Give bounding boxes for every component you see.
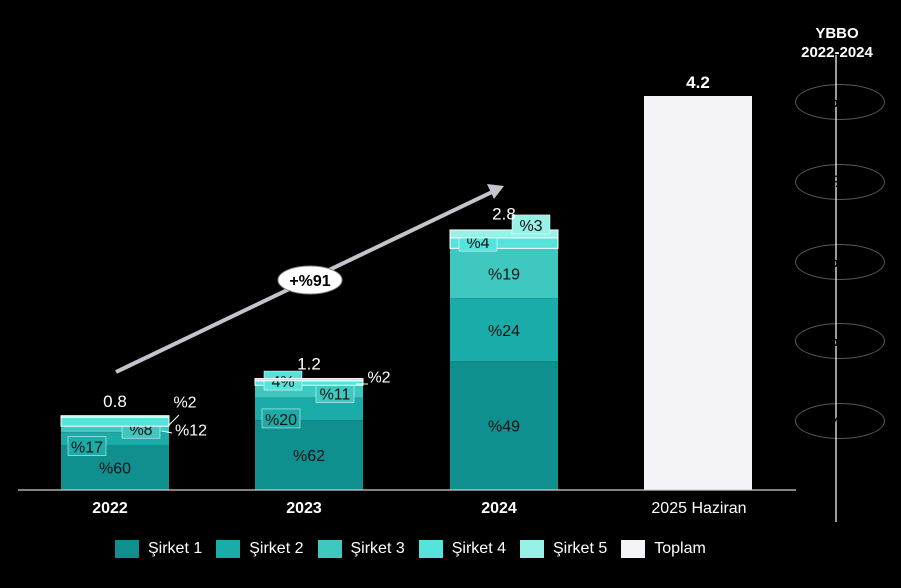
segment-label: %49 (488, 419, 520, 436)
bar-segment (450, 298, 558, 362)
legend-label: Şirket 1 (148, 540, 203, 557)
legend-swatch (418, 540, 443, 558)
segment-label: %4 (466, 235, 489, 252)
legend-label: Şirket 5 (553, 540, 608, 557)
legend-item-company-5: Şirket 5 (520, 540, 607, 558)
legend-swatch (621, 540, 646, 558)
total-label: 2.8 (492, 204, 516, 223)
bar-segment (60, 416, 170, 427)
segment-label-box (511, 214, 551, 235)
label-leader-line (167, 414, 180, 427)
chart-legend: Şirket 1 Şirket 2 Şirket 3 Şirket 4 Şirk… (115, 540, 706, 558)
legend-item-company-3: Şirket 3 (317, 540, 405, 558)
cagr-pill-company-2: +%124 (795, 323, 885, 359)
legend-swatch (115, 540, 139, 558)
legend-item-total: Toplam (621, 540, 706, 558)
legend-label: Toplam (654, 540, 706, 557)
cagr-pill-company-4: +%8 (795, 164, 885, 200)
bar-segment (254, 378, 364, 382)
segment-label: %20 (265, 412, 297, 429)
growth-arrow-head (487, 184, 504, 199)
legend-item-company-1: Şirket 1 (115, 540, 202, 558)
cagr-pill-label: +%8 (822, 172, 858, 191)
growth-label-bubble (277, 265, 343, 295)
legend-swatch (520, 540, 544, 558)
segment-label: %3 (519, 218, 542, 235)
bar-segment (450, 248, 558, 299)
legend-item-company-4: Şirket 4 (418, 540, 506, 558)
cagr-pill-company-5: +%126 (795, 84, 885, 120)
cagr-pill-company-3: +%204 (795, 244, 885, 280)
x-tick-label: 2024 (481, 500, 517, 517)
bar-total (644, 96, 752, 490)
x-tick-label: 2023 (286, 500, 322, 517)
cagr-pill-company-1: +%72 (795, 403, 885, 439)
segment-label: %62 (293, 448, 325, 465)
segment-label: %24 (488, 323, 520, 340)
x-tick-label: 2025 Haziran (651, 500, 746, 517)
cagr-title: YBBO 2022-2024 (778, 24, 896, 62)
segment-label-box (261, 408, 301, 429)
legend-item-company-2: Şirket 2 (216, 540, 304, 558)
legend-swatch (317, 540, 342, 558)
segment-label-box (67, 436, 107, 456)
segment-label: %60 (99, 460, 131, 477)
x-tick-label: 2022 (92, 500, 128, 517)
cagr-pill-label: +%126 (813, 92, 867, 111)
bar-segment (61, 426, 169, 433)
cagr-pill-label: +%124 (813, 331, 867, 350)
segment-label: %17 (71, 440, 103, 457)
legend-swatch (216, 540, 241, 558)
segment-label: %2 (367, 370, 390, 387)
cagr-pill-label: +%204 (813, 252, 867, 271)
cagr-title-line1: YBBO (815, 25, 859, 42)
cagr-title-line2: 2022-2024 (801, 44, 873, 61)
segment-label: %11 (320, 387, 351, 404)
bar-segment (60, 415, 170, 418)
cagr-pill-label: +%72 (818, 411, 862, 430)
label-leader-line (161, 430, 173, 434)
bar-segment (449, 229, 559, 239)
segment-label: %2 (173, 394, 196, 411)
legend-label: Şirket 4 (451, 540, 506, 557)
growth-label: +%91 (289, 273, 330, 290)
total-label: 1.2 (297, 354, 321, 373)
legend-label: Şirket 2 (249, 540, 304, 557)
bar-segment (255, 420, 363, 490)
total-label: 0.8 (103, 392, 127, 411)
segment-label: 4% (271, 374, 294, 391)
total-label: 4.2 (686, 73, 710, 92)
segment-label: %19 (488, 266, 520, 283)
legend-label: Şirket 3 (350, 540, 405, 557)
segment-label: %12 (175, 423, 207, 440)
bar-segment (450, 361, 558, 490)
